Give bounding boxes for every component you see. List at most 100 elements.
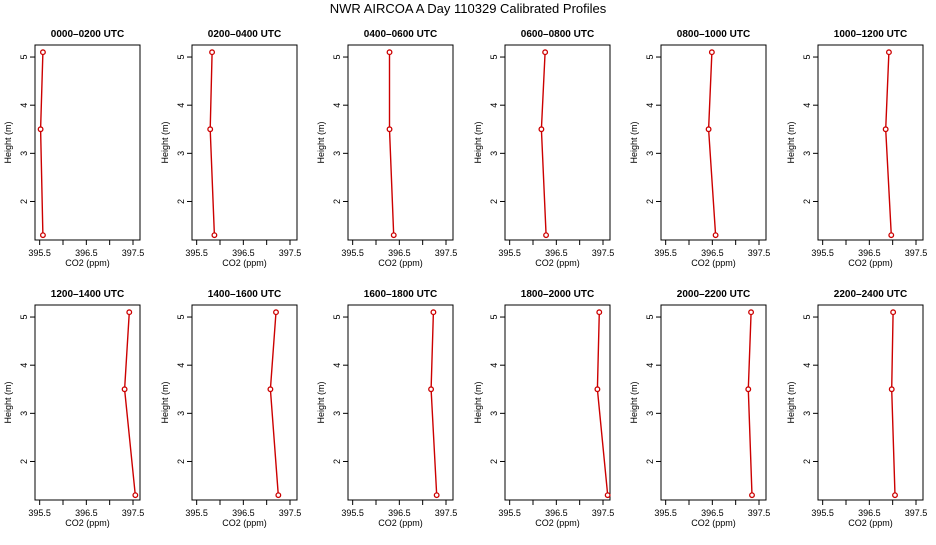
x-tick-label: 397.5	[435, 508, 458, 518]
y-tick-label: 4	[489, 363, 499, 368]
x-tick-label: 397.5	[122, 508, 145, 518]
data-point	[433, 492, 440, 499]
x-tick-label: 396.5	[701, 248, 724, 258]
profile-panel: 0200–0400 UTC 395.5 396.5 397.5 CO2 (ppm) 2 3 4…	[160, 29, 301, 268]
x-tick-label: 397.5	[279, 508, 302, 518]
y-tick-label: 3	[19, 151, 29, 156]
x-tick-label: 395.5	[498, 508, 521, 518]
y-tick-label: 5	[19, 315, 29, 320]
profile-line	[596, 312, 609, 496]
panel-title: 0800–1000 UTC	[677, 29, 750, 40]
profile-panel: 2000–2200 UTC 395.5 396.5 397.5 CO2 (ppm) 2 3 4…	[629, 289, 770, 528]
profile-panel: 2200–2400 UTC 395.5 396.5 397.5 CO2 (ppm) 2 3 4…	[786, 289, 927, 528]
plot-frame	[817, 304, 924, 501]
y-tick-label: 2	[489, 459, 499, 464]
data-point	[209, 49, 216, 56]
y-tick-label: 4	[645, 363, 655, 368]
y-tick-label: 2	[332, 459, 342, 464]
panels: 0000–0200 UTC 395.5 396.5 397.5 CO2 (ppm) 2 3 4…	[3, 29, 927, 528]
profile-panel: 1400–1600 UTC 395.5 396.5 397.5 CO2 (ppm) 2 3 4…	[160, 289, 301, 528]
profile-panel: 0000–0200 UTC 395.5 396.5 397.5 CO2 (ppm) 2 3 4…	[3, 29, 144, 268]
x-tick-label: 397.5	[279, 248, 302, 258]
y-tick-label: 4	[489, 103, 499, 108]
data-point	[267, 386, 274, 393]
panel-title: 1600–1800 UTC	[364, 289, 437, 300]
y-tick-label: 4	[176, 363, 186, 368]
profile-line	[388, 52, 395, 236]
y-tick-label: 3	[802, 151, 812, 156]
data-point	[890, 309, 897, 316]
x-axis-label: CO2 (ppm)	[535, 258, 580, 268]
y-tick-label: 5	[802, 315, 812, 320]
x-tick-label: 397.5	[748, 508, 771, 518]
y-tick-label: 5	[489, 55, 499, 60]
profile-line	[209, 52, 216, 236]
data-point	[428, 386, 435, 393]
y-tick-label: 4	[332, 103, 342, 108]
x-tick-label: 395.5	[654, 508, 677, 518]
plot-frame	[347, 44, 454, 241]
profile-line	[430, 312, 438, 496]
data-point	[273, 309, 279, 316]
profile-panel: 0800–1000 UTC 395.5 396.5 397.5 CO2 (ppm) 2 3 4…	[629, 29, 770, 268]
y-tick-label: 5	[802, 55, 812, 60]
data-point	[386, 126, 393, 133]
profile-panel: 1800–2000 UTC 395.5 396.5 397.5 CO2 (ppm) 2 3 4…	[473, 289, 614, 528]
profile-line	[884, 52, 892, 236]
x-axis-label: CO2 (ppm)	[848, 258, 893, 268]
profile-panel: 1600–1800 UTC 395.5 396.5 397.5 CO2 (ppm) 2 3 4…	[316, 289, 457, 528]
y-axis-label: Height (m)	[629, 381, 639, 423]
x-axis-label: CO2 (ppm)	[222, 518, 267, 528]
data-point	[543, 232, 550, 239]
y-tick-label: 3	[176, 151, 186, 156]
y-tick-label: 4	[645, 103, 655, 108]
x-tick-label: 397.5	[435, 248, 458, 258]
y-tick-label: 5	[489, 315, 499, 320]
y-tick-label: 3	[332, 151, 342, 156]
y-tick-label: 2	[332, 199, 342, 204]
plot-frame	[191, 44, 298, 241]
plot-frame	[191, 304, 298, 501]
panel-title: 1800–2000 UTC	[521, 289, 594, 300]
x-tick-label: 396.5	[545, 248, 568, 258]
profile-line	[707, 52, 717, 236]
x-tick-label: 395.5	[185, 248, 208, 258]
x-tick-label: 396.5	[232, 508, 255, 518]
x-tick-label: 397.5	[905, 248, 928, 258]
y-tick-label: 5	[645, 315, 655, 320]
y-tick-label: 3	[489, 151, 499, 156]
plot-frame	[504, 304, 611, 501]
x-tick-label: 397.5	[592, 248, 615, 258]
x-tick-label: 395.5	[341, 508, 364, 518]
data-point	[275, 492, 282, 499]
profile-panel: 0600–0800 UTC 395.5 396.5 397.5 CO2 (ppm) 2 3 4…	[473, 29, 614, 268]
profile-line	[269, 312, 279, 496]
data-point	[430, 309, 437, 316]
x-axis-label: CO2 (ppm)	[222, 258, 267, 268]
profile-line	[123, 312, 136, 496]
profile-line	[747, 312, 753, 496]
x-axis-label: CO2 (ppm)	[535, 518, 580, 528]
plot-frame	[660, 304, 767, 501]
y-tick-label: 2	[802, 459, 812, 464]
panel-title: 0400–0600 UTC	[364, 29, 437, 40]
x-tick-label: 396.5	[858, 248, 881, 258]
y-tick-label: 4	[19, 103, 29, 108]
y-tick-label: 5	[19, 55, 29, 60]
x-tick-label: 396.5	[545, 508, 568, 518]
plot-frame	[34, 44, 141, 241]
x-tick-label: 395.5	[28, 508, 51, 518]
y-tick-label: 5	[176, 55, 186, 60]
x-tick-label: 395.5	[654, 248, 677, 258]
x-tick-label: 396.5	[701, 508, 724, 518]
data-point	[708, 49, 715, 56]
x-axis-label: CO2 (ppm)	[65, 518, 110, 528]
data-point	[749, 492, 755, 499]
y-tick-label: 2	[645, 199, 655, 204]
x-tick-label: 396.5	[75, 508, 98, 518]
y-tick-label: 5	[176, 315, 186, 320]
y-axis-label: Height (m)	[316, 381, 326, 423]
data-point	[596, 309, 603, 316]
plot-frame	[660, 44, 767, 241]
